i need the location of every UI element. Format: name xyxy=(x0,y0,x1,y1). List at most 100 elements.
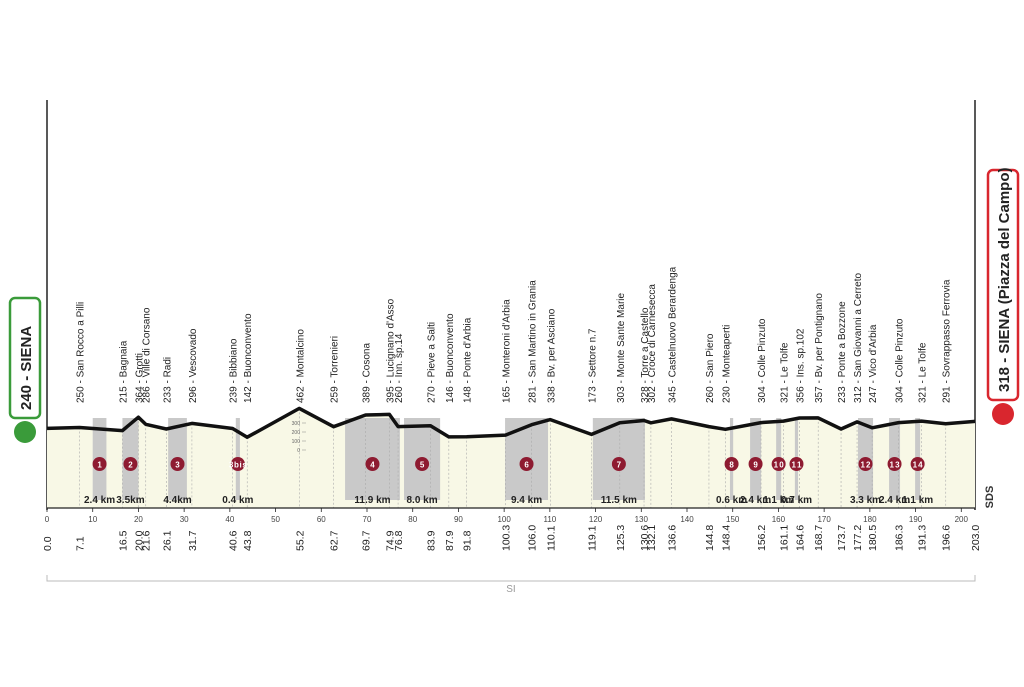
point-label: 304 - Colle Pinzuto xyxy=(757,318,768,403)
point-label: 250 - San Rocco a Pilli xyxy=(75,302,86,403)
km-label: 196.6 xyxy=(941,525,953,551)
y-tick-label: 0 xyxy=(297,448,300,454)
sector-marker xyxy=(748,457,763,471)
x-tick-label: 110 xyxy=(543,515,556,524)
point-label: 270 - Pieve a Salti xyxy=(427,322,438,403)
icon xyxy=(992,403,1014,425)
sector-marker xyxy=(910,457,925,471)
sector-marker xyxy=(123,457,138,471)
km-label: 173.7 xyxy=(836,525,848,551)
km-label: 119.1 xyxy=(586,525,598,551)
sector-number: 3bis xyxy=(229,461,248,470)
finish-label: 318 - SIENA (Piazza del Campo) xyxy=(996,167,1013,392)
sector-length: 0.4 km xyxy=(222,495,253,506)
start-label: 240 - SIENA xyxy=(18,326,35,410)
km-label: 136.6 xyxy=(666,525,678,551)
point-label: 356 - Ins. sp.102 xyxy=(795,328,806,403)
sector-length: 8.0 km xyxy=(407,495,438,506)
km-label: 0.0 xyxy=(42,536,54,551)
point-label: 328 - Torre a Castello xyxy=(640,307,651,403)
point-label: 291 - Sovrappasso Ferrovia xyxy=(942,279,953,403)
sector-length: 4.4km xyxy=(163,495,191,506)
km-label: 87.9 xyxy=(444,530,456,551)
point-label: 389 - Cosona xyxy=(362,343,373,403)
point-label: 233 - Radi xyxy=(162,357,173,403)
point-label: 395 - Lucignano d'Asso xyxy=(385,298,396,403)
x-tick-label: 20 xyxy=(134,515,143,524)
x-tick-label: 170 xyxy=(817,515,831,524)
x-tick-label: 40 xyxy=(225,515,234,524)
sector-number: 6 xyxy=(524,461,529,470)
point-label: 239 - Bibbiano xyxy=(229,338,240,403)
x-tick-label: 190 xyxy=(909,515,923,524)
sector-number: 7 xyxy=(617,461,622,470)
point-label: 247 - Vico d'Arbia xyxy=(868,324,879,403)
sector-number: 14 xyxy=(913,461,924,470)
sector-marker xyxy=(365,457,380,471)
x-tick-label: 90 xyxy=(454,515,463,524)
start-box xyxy=(8,296,42,420)
y-tick-label: 300 xyxy=(292,421,301,427)
point-label: 462 - Montalcino xyxy=(295,329,306,403)
km-label: 62.7 xyxy=(329,530,341,551)
point-label: 142 - Buonconvento xyxy=(243,313,254,403)
km-label: 180.5 xyxy=(867,525,879,551)
km-label: 203.0 xyxy=(970,525,982,551)
sector-marker xyxy=(789,457,804,471)
x-tick-label: 130 xyxy=(635,515,649,524)
sector-number: 11 xyxy=(791,461,802,470)
point-label: 230 - Monteaperti xyxy=(721,325,732,403)
point-label: 233 - Ponte a Bozzone xyxy=(837,301,848,403)
x-tick-label: 30 xyxy=(180,515,189,524)
km-label: 43.8 xyxy=(242,530,254,551)
y-tick-label: 200 xyxy=(292,430,301,436)
point-label: 286 - Ville di Corsano xyxy=(142,307,153,403)
point-label: 260 - Inn. sp.14 xyxy=(394,333,405,403)
point-label: 165 - Monteroni d'Arbia xyxy=(502,299,513,403)
sector-marker xyxy=(611,457,626,471)
sector-number: 10 xyxy=(774,461,785,470)
sector-number: 4 xyxy=(370,461,375,470)
sector-length: 3.3 km xyxy=(850,495,881,506)
point-label: 321 - Le Tolfe xyxy=(918,342,929,403)
km-label: 74.9 xyxy=(384,530,396,551)
point-label: 296 - Vescovado xyxy=(188,328,199,403)
sector-number: 1 xyxy=(97,461,102,470)
km-label: 144.8 xyxy=(704,525,716,551)
point-label: 215 - Bagnaia xyxy=(118,340,129,403)
x-tick-label: 100 xyxy=(497,515,511,524)
km-label: 83.9 xyxy=(426,530,438,551)
km-label: 164.6 xyxy=(794,525,806,551)
x-tick-label: 50 xyxy=(271,515,280,524)
sector-length: 11.9 km xyxy=(354,495,390,506)
sector-length: 11.5 km xyxy=(601,495,637,506)
x-tick-label: 80 xyxy=(408,515,417,524)
km-label: 55.2 xyxy=(294,530,306,551)
sector-length: 3.5km xyxy=(116,495,144,506)
km-label: 21.6 xyxy=(141,530,153,551)
sector-number: 3 xyxy=(175,461,180,470)
km-label: 31.7 xyxy=(187,530,199,551)
province-bracket xyxy=(46,575,976,582)
sector-length: 9.4 km xyxy=(511,495,542,506)
point-label: 338 - Bv. per Asciano xyxy=(546,308,557,403)
sector-marker xyxy=(519,457,534,471)
logo: SDS xyxy=(984,486,996,509)
point-label: 281 - San Martino in Grania xyxy=(528,280,539,403)
km-label: 91.8 xyxy=(462,530,474,551)
sector-marker xyxy=(415,457,430,471)
km-label: 168.7 xyxy=(813,525,825,551)
sector-length: 0.7 km xyxy=(781,495,812,506)
x-tick-label: 70 xyxy=(363,515,372,524)
km-label: 26.1 xyxy=(161,530,173,551)
province-label: SI xyxy=(506,584,515,595)
finish-box xyxy=(986,168,1020,402)
x-tick-label: 150 xyxy=(726,515,740,524)
km-label: 177.2 xyxy=(852,525,864,551)
km-label: 69.7 xyxy=(361,530,373,551)
point-label: 304 - Colle Pinzuto xyxy=(895,318,906,403)
sector-length: 1.1 km xyxy=(763,495,794,506)
sector-length: 1.1 km xyxy=(902,495,933,506)
sector-number: 2 xyxy=(128,461,133,470)
